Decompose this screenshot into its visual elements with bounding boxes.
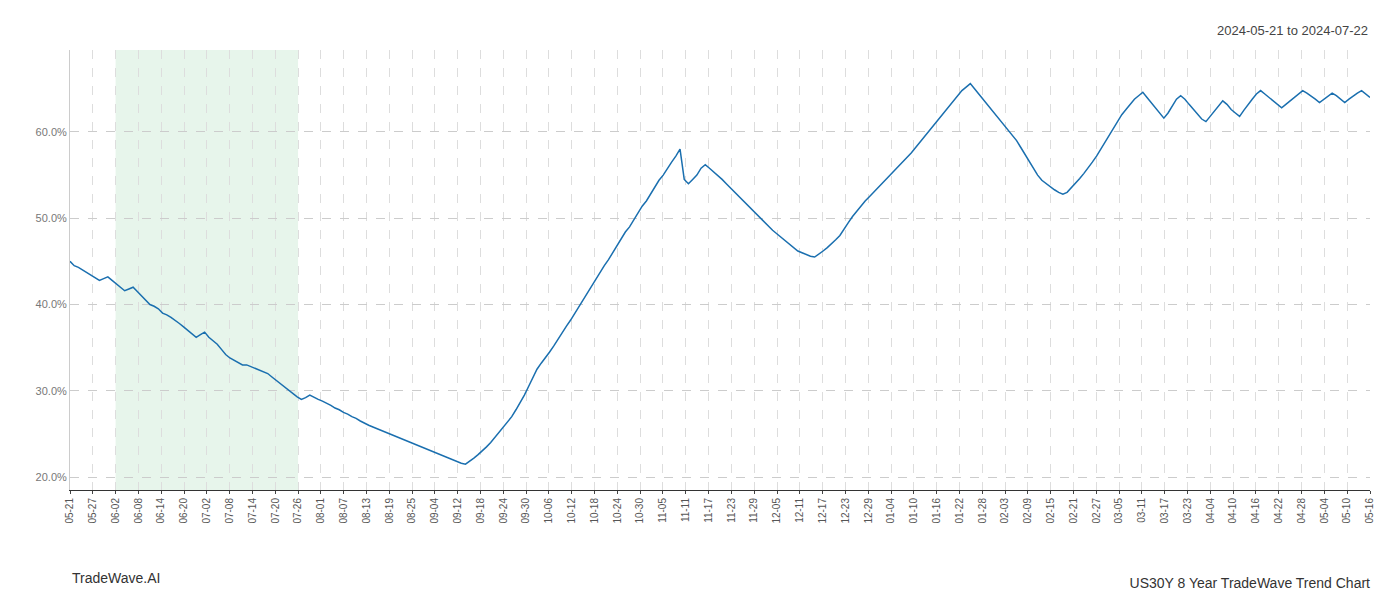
svg-text:07-08: 07-08 xyxy=(224,498,235,524)
svg-text:10-18: 10-18 xyxy=(589,498,600,524)
svg-text:12-11: 12-11 xyxy=(794,498,805,523)
svg-text:07-20: 07-20 xyxy=(270,498,281,524)
svg-text:20.0%: 20.0% xyxy=(36,471,67,483)
svg-text:12-17: 12-17 xyxy=(817,498,828,524)
svg-text:11-05: 11-05 xyxy=(657,498,668,523)
svg-text:07-26: 07-26 xyxy=(292,498,303,524)
svg-text:07-14: 07-14 xyxy=(247,498,258,524)
svg-text:04-22: 04-22 xyxy=(1273,498,1284,524)
svg-text:09-18: 09-18 xyxy=(475,498,486,524)
svg-text:02-21: 02-21 xyxy=(1068,498,1079,524)
svg-text:08-19: 08-19 xyxy=(384,498,395,524)
svg-text:01-28: 01-28 xyxy=(977,498,988,524)
svg-text:09-30: 09-30 xyxy=(520,498,531,524)
svg-text:08-13: 08-13 xyxy=(361,498,372,524)
svg-text:06-08: 06-08 xyxy=(133,498,144,524)
svg-text:05-04: 05-04 xyxy=(1319,498,1330,524)
svg-text:03-17: 03-17 xyxy=(1159,498,1170,524)
svg-text:06-20: 06-20 xyxy=(178,498,189,524)
svg-text:12-29: 12-29 xyxy=(863,498,874,524)
svg-text:12-05: 12-05 xyxy=(771,498,782,524)
svg-text:03-23: 03-23 xyxy=(1182,498,1193,524)
svg-text:01-10: 01-10 xyxy=(908,498,919,524)
svg-text:08-01: 08-01 xyxy=(315,498,326,524)
svg-text:09-24: 09-24 xyxy=(498,498,509,524)
svg-text:02-09: 02-09 xyxy=(1022,498,1033,524)
svg-text:05-16: 05-16 xyxy=(1364,498,1375,524)
svg-text:60.0%: 60.0% xyxy=(36,126,67,138)
svg-text:03-05: 03-05 xyxy=(1113,498,1124,524)
svg-text:10-12: 10-12 xyxy=(566,498,577,524)
svg-text:11-11: 11-11 xyxy=(680,498,691,523)
svg-text:2024-05-21 to 2024-07-22: 2024-05-21 to 2024-07-22 xyxy=(1217,23,1368,38)
svg-text:06-14: 06-14 xyxy=(155,498,166,524)
svg-text:04-04: 04-04 xyxy=(1205,498,1216,524)
svg-text:07-02: 07-02 xyxy=(201,498,212,524)
svg-text:TradeWave.AI: TradeWave.AI xyxy=(72,570,160,586)
svg-text:09-12: 09-12 xyxy=(452,498,463,524)
svg-text:05-27: 05-27 xyxy=(87,498,98,524)
svg-text:50.0%: 50.0% xyxy=(36,212,67,224)
svg-text:01-16: 01-16 xyxy=(931,498,942,524)
svg-text:08-25: 08-25 xyxy=(406,498,417,524)
svg-text:05-21: 05-21 xyxy=(64,498,75,524)
svg-text:10-06: 10-06 xyxy=(543,498,554,524)
svg-text:02-27: 02-27 xyxy=(1091,498,1102,524)
svg-text:02-15: 02-15 xyxy=(1045,498,1056,524)
svg-text:10-30: 10-30 xyxy=(634,498,645,524)
svg-text:02-03: 02-03 xyxy=(999,498,1010,524)
svg-text:05-10: 05-10 xyxy=(1341,498,1352,524)
svg-text:11-29: 11-29 xyxy=(748,498,759,523)
svg-text:04-16: 04-16 xyxy=(1250,498,1261,524)
svg-text:09-04: 09-04 xyxy=(429,498,440,524)
svg-text:11-23: 11-23 xyxy=(726,498,737,523)
svg-text:11-17: 11-17 xyxy=(703,498,714,523)
svg-text:30.0%: 30.0% xyxy=(36,385,67,397)
svg-text:01-22: 01-22 xyxy=(954,498,965,524)
svg-text:06-02: 06-02 xyxy=(110,498,121,524)
svg-text:40.0%: 40.0% xyxy=(36,298,67,310)
svg-text:01-04: 01-04 xyxy=(885,498,896,524)
svg-text:08-07: 08-07 xyxy=(338,498,349,524)
svg-text:04-28: 04-28 xyxy=(1296,498,1307,524)
svg-text:04-10: 04-10 xyxy=(1227,498,1238,524)
svg-text:12-23: 12-23 xyxy=(840,498,851,524)
svg-text:US30Y 8 Year TradeWave Trend C: US30Y 8 Year TradeWave Trend Chart xyxy=(1130,575,1371,591)
svg-text:03-11: 03-11 xyxy=(1136,498,1147,523)
svg-text:10-24: 10-24 xyxy=(612,498,623,524)
